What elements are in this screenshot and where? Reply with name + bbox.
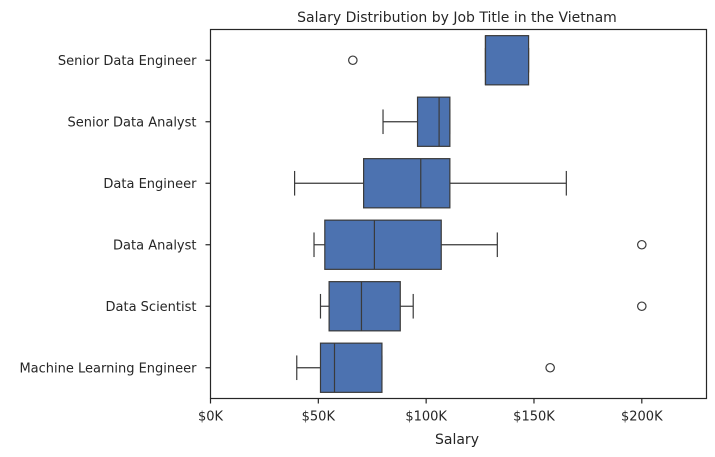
outlier-point [637,239,647,250]
box-group [382,96,451,147]
x-tick-label: $150K [513,410,555,425]
y-axis: Senior Data Engineer Senior Data Analyst D… [19,54,211,376]
outlier-point [545,362,555,373]
box-group [294,158,567,209]
y-tick-label: Data Scientist [106,300,197,315]
box-group [319,281,647,332]
y-tick-label: Senior Data Analyst [68,115,197,130]
box-group [313,219,647,270]
y-tick-label: Data Analyst [113,238,196,253]
iqr-box [319,342,383,393]
plot-area [294,35,647,393]
x-tick-label: $200K [621,410,663,425]
iqr-box [416,96,451,147]
x-tick-label: $0K [198,410,224,425]
outlier-point [637,301,647,312]
iqr-box [484,35,530,86]
iqr-box [328,281,401,332]
x-axis: $0K $50K $100K $150K $200K [198,398,663,425]
x-axis-label: Salary [435,432,479,448]
outlier-point [348,55,358,66]
chart-title: Salary Distribution by Job Title in the … [297,10,617,26]
y-tick-label: Senior Data Engineer [58,54,197,69]
box-group [296,342,555,393]
y-tick-label: Machine Learning Engineer [19,361,197,376]
iqr-box [363,158,451,209]
x-tick-label: $100K [405,410,447,425]
iqr-box [324,219,442,270]
y-tick-label: Data Engineer [103,177,197,192]
x-tick-label: $50K [302,410,336,425]
plot-frame [209,28,708,400]
box-group [348,35,530,86]
